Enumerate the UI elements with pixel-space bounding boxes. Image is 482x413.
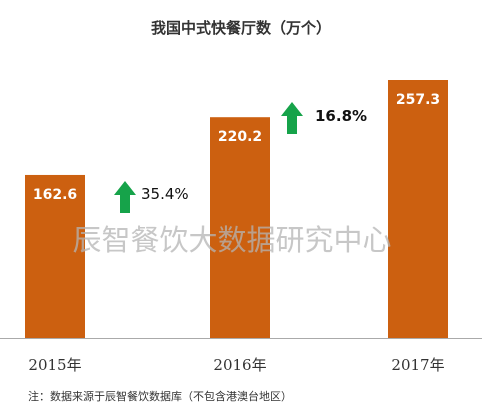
plot-area: 162.6 2015年 220.2 2016年 257.3 2017年 35.4% 16.8% bbox=[0, 80, 482, 374]
growth-label: 16.8% bbox=[315, 107, 367, 125]
x-tick-label: 2016年 bbox=[213, 356, 266, 374]
x-tick-label: 2017年 bbox=[391, 356, 444, 374]
bar bbox=[25, 174, 85, 338]
data-label: 257.3 bbox=[396, 92, 440, 108]
bar bbox=[210, 117, 270, 339]
watermark: 辰智餐饮大数据研究中心 bbox=[72, 223, 391, 257]
growth-label: 35.4% bbox=[141, 185, 189, 203]
data-label: 162.6 bbox=[33, 187, 77, 203]
up-arrow-icon bbox=[281, 102, 303, 134]
x-tick-label: 2015年 bbox=[28, 356, 81, 374]
chart-title: 我国中式快餐厅数（万个） bbox=[151, 19, 331, 37]
data-label: 220.2 bbox=[218, 129, 262, 145]
up-arrow-icon bbox=[114, 181, 136, 213]
bar bbox=[388, 80, 448, 338]
footnote: 注：数据来源于辰智餐饮数据库（不包含港澳台地区） bbox=[28, 389, 292, 403]
